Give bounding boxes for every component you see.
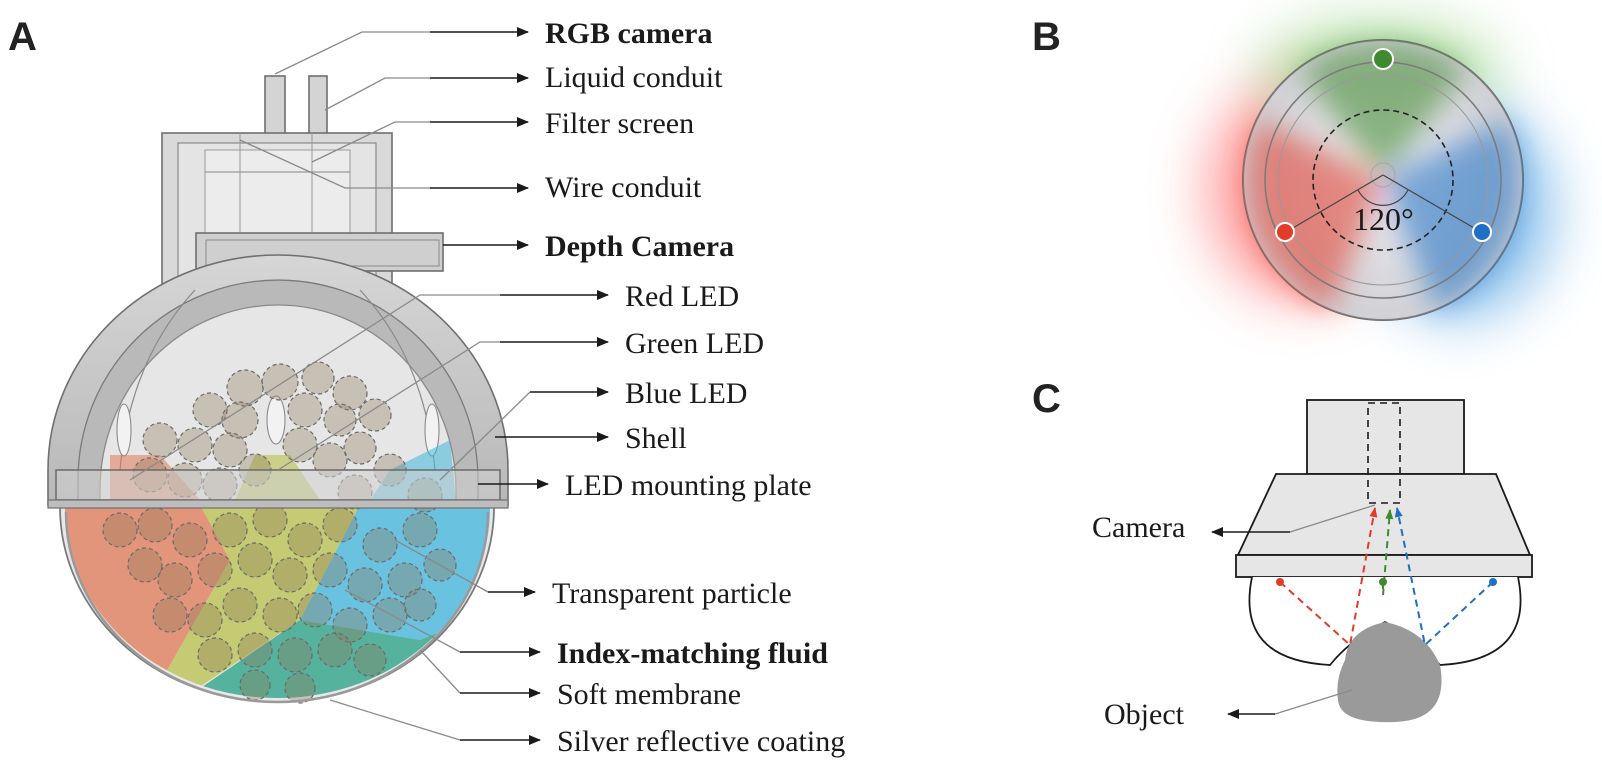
green-led-dot [1372,48,1394,70]
label-index-matching-fluid: Index-matching fluid [557,637,828,670]
label-rgb-camera: RGB camera [545,17,712,50]
angle-label: 120° [1353,201,1414,237]
red-led-dot [1275,222,1295,242]
mounting-plate [1235,554,1533,578]
panel-label-b: B [1032,15,1061,59]
label-blue-led: Blue LED [625,377,747,410]
label-wire-conduit: Wire conduit [545,171,702,204]
label-soft-membrane: Soft membrane [557,678,741,711]
label-camera: Camera [1092,511,1185,544]
led-circle-dashed [1312,109,1454,251]
label-shell: Shell [625,422,687,455]
panel-label-c: C [1032,377,1061,421]
shell-trapezoid [1236,473,1532,556]
transparent-particles [102,361,457,704]
label-object: Object [1104,698,1185,731]
blue-led-dot [1472,222,1492,242]
label-led-mounting-plate: LED mounting plate [565,469,812,502]
label-green-led: Green LED [625,327,764,360]
label-transparent-particle: Transparent particle [552,577,792,610]
label-filter-screen: Filter screen [545,107,694,140]
led-top-view: 120° [1205,20,1555,321]
label-silver-reflective-coating: Silver reflective coating [557,725,845,758]
camera-housing [1306,399,1465,475]
label-red-led: Red LED [625,280,739,313]
sensor-cross-section [47,75,509,704]
panel-label-a: A [8,15,37,59]
panel-a-callouts: RGB camera Liquid conduit Filter screen … [129,17,845,758]
label-liquid-conduit: Liquid conduit [545,61,723,94]
optical-path-diagram: Camera Object [1092,399,1533,731]
object-shape [1337,622,1442,723]
led-mounting-plate [55,469,501,501]
label-depth-camera: Depth Camera [545,230,734,263]
